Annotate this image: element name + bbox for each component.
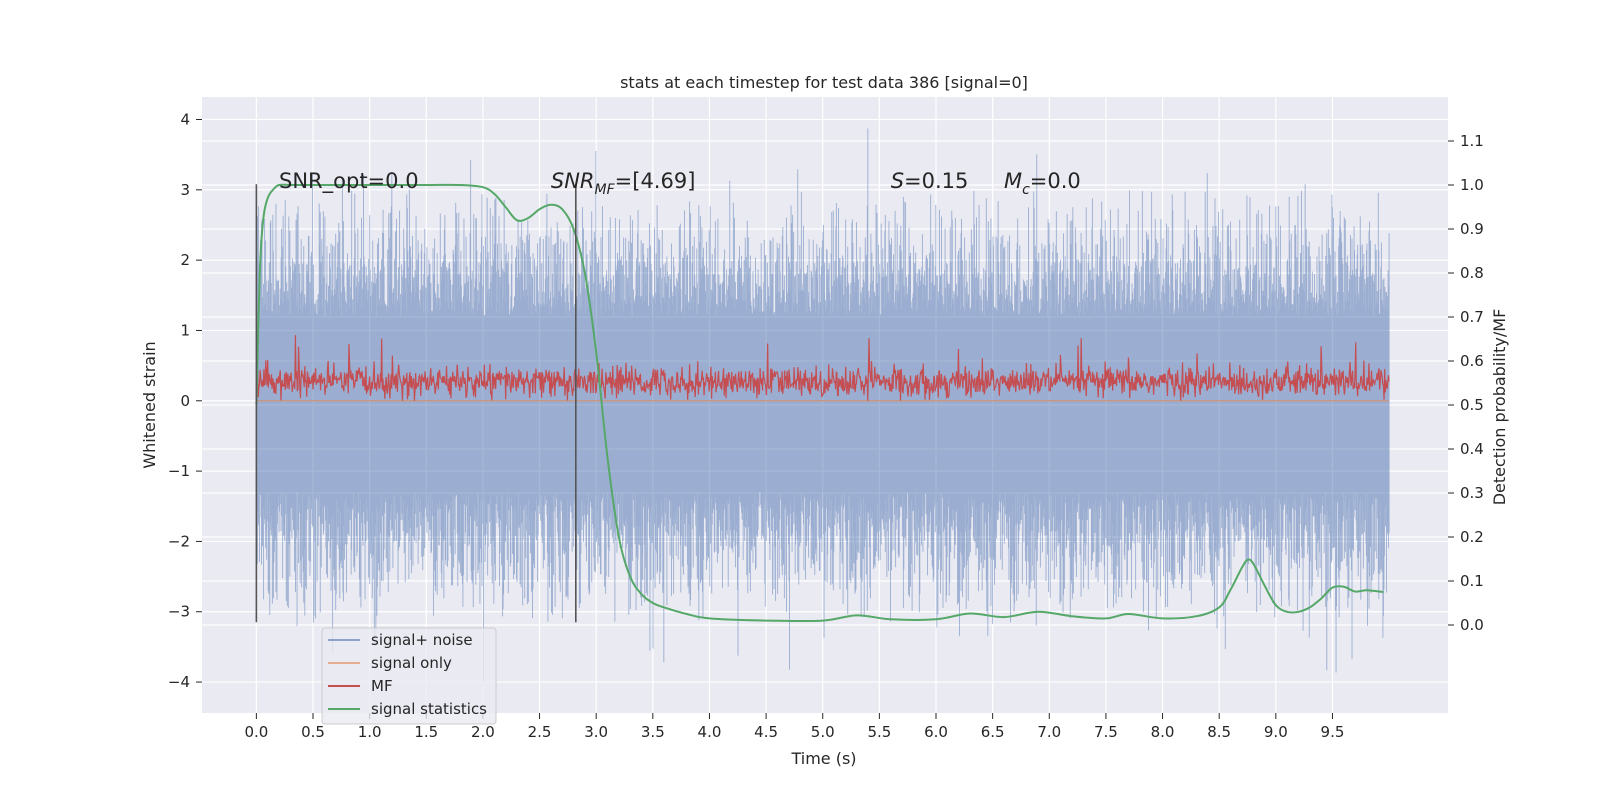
annotation-0-main: SNR_opt=0.0 bbox=[279, 169, 419, 194]
x-tick-label-11: 5.5 bbox=[867, 723, 891, 741]
right-axis-label: Detection probability/MF bbox=[1490, 309, 1509, 506]
annotation-1-suffix: =[4.69] bbox=[615, 169, 696, 193]
x-tick-label-15: 7.5 bbox=[1094, 723, 1118, 741]
annotation-3-sub: c bbox=[1022, 182, 1030, 198]
x-tick-label-17: 8.5 bbox=[1207, 723, 1231, 741]
y-right-tick-label-5: 0.5 bbox=[1460, 396, 1484, 414]
annotation-0: SNR_opt=0.0 bbox=[279, 169, 419, 194]
x-axis-label: Time (s) bbox=[790, 749, 856, 768]
series-layer bbox=[255, 128, 1390, 683]
y-right-tick-label-6: 0.6 bbox=[1460, 352, 1484, 370]
annotation-2-suffix: =0.15 bbox=[904, 169, 968, 193]
x-tick-label-13: 6.5 bbox=[981, 723, 1005, 741]
legend-box bbox=[321, 627, 497, 725]
annotation-1-main: SNR bbox=[551, 169, 595, 193]
x-tick-label-5: 2.5 bbox=[528, 723, 552, 741]
y-left-tick-label-6: 2 bbox=[180, 251, 190, 269]
y-right-tick-label-2: 0.2 bbox=[1460, 528, 1484, 546]
x-axis-ticks: 0.0 0.5 1.0 1.5 2.0 2.5 3.0 3.5 4.0 4.5 5.0 5.5 6.0 6… bbox=[244, 713, 1344, 741]
y-right-tick-label-4: 0.4 bbox=[1460, 440, 1484, 458]
left-axis-ticks: −4 −3 −2 −1 0 1 2 3 4 bbox=[168, 111, 202, 691]
legend-label-mf: MF bbox=[371, 677, 393, 695]
annotation-2: S=0.15 bbox=[891, 169, 969, 193]
x-tick-label-18: 9.0 bbox=[1264, 723, 1288, 741]
annotation-1: SNRMF=[4.69] bbox=[551, 169, 696, 198]
x-tick-label-3: 1.5 bbox=[414, 723, 438, 741]
left-axis-label: Whitened strain bbox=[140, 341, 159, 468]
series-signal-statistics bbox=[255, 183, 1384, 623]
x-tick-label-14: 7.0 bbox=[1037, 723, 1061, 741]
series-mf bbox=[255, 335, 1390, 401]
right-axis-ticks: 0.0 0.1 0.2 0.3 0.4 0.5 0.6 0.7 0.8 0.9 1.0 1.1 bbox=[1448, 132, 1484, 634]
y-left-tick-label-1: −3 bbox=[168, 603, 190, 621]
y-left-tick-label-0: −4 bbox=[168, 673, 190, 691]
annotation-3: Mc=0.0 bbox=[1004, 169, 1081, 198]
y-left-tick-label-2: −2 bbox=[168, 532, 190, 550]
x-tick-label-7: 3.5 bbox=[641, 723, 665, 741]
x-tick-label-8: 4.0 bbox=[698, 723, 722, 741]
annotations: SNR_opt=0.0 SNRMF=[4.69] S=0.15 Mc=0.0 bbox=[279, 169, 1081, 198]
x-tick-label-1: 0.5 bbox=[301, 723, 325, 741]
annotation-3-suffix: =0.0 bbox=[1030, 169, 1081, 193]
y-left-tick-label-8: 4 bbox=[180, 111, 190, 129]
x-tick-label-10: 5.0 bbox=[811, 723, 835, 741]
vertical-markers bbox=[255, 184, 577, 623]
x-tick-label-12: 6.0 bbox=[924, 723, 948, 741]
y-right-tick-label-10: 1.0 bbox=[1460, 176, 1484, 194]
x-tick-label-0: 0.0 bbox=[244, 723, 268, 741]
annotation-2-main: S bbox=[891, 169, 904, 193]
y-left-tick-label-7: 3 bbox=[180, 181, 190, 199]
y-right-tick-label-8: 0.8 bbox=[1460, 264, 1484, 282]
x-tick-label-9: 4.5 bbox=[754, 723, 778, 741]
y-left-tick-label-5: 1 bbox=[180, 321, 190, 339]
y-right-tick-label-1: 0.1 bbox=[1460, 572, 1484, 590]
x-tick-label-16: 8.0 bbox=[1151, 723, 1175, 741]
legend-label-signal-only: signal only bbox=[371, 654, 452, 672]
y-right-tick-label-9: 0.9 bbox=[1460, 220, 1484, 238]
y-right-tick-label-11: 1.1 bbox=[1460, 132, 1484, 150]
chart-title: stats at each timestep for test data 386… bbox=[620, 73, 1028, 92]
y-right-tick-label-3: 0.3 bbox=[1460, 484, 1484, 502]
legend-label-signal-noise: signal+ noise bbox=[371, 631, 473, 649]
x-tick-label-19: 9.5 bbox=[1321, 723, 1345, 741]
x-tick-label-6: 3.0 bbox=[584, 723, 608, 741]
legend-label-signal-statistics: signal statistics bbox=[371, 700, 487, 718]
annotation-3-main: M bbox=[1004, 169, 1022, 193]
y-right-tick-label-7: 0.7 bbox=[1460, 308, 1484, 326]
y-left-tick-label-3: −1 bbox=[168, 462, 190, 480]
annotation-1-sub: MF bbox=[595, 182, 616, 198]
y-left-tick-label-4: 0 bbox=[180, 392, 190, 410]
x-tick-label-4: 2.0 bbox=[471, 723, 495, 741]
legend: signal+ noise signal only MF signal stat… bbox=[321, 627, 497, 725]
x-tick-label-2: 1.0 bbox=[358, 723, 382, 741]
y-right-tick-label-0: 0.0 bbox=[1460, 616, 1484, 634]
